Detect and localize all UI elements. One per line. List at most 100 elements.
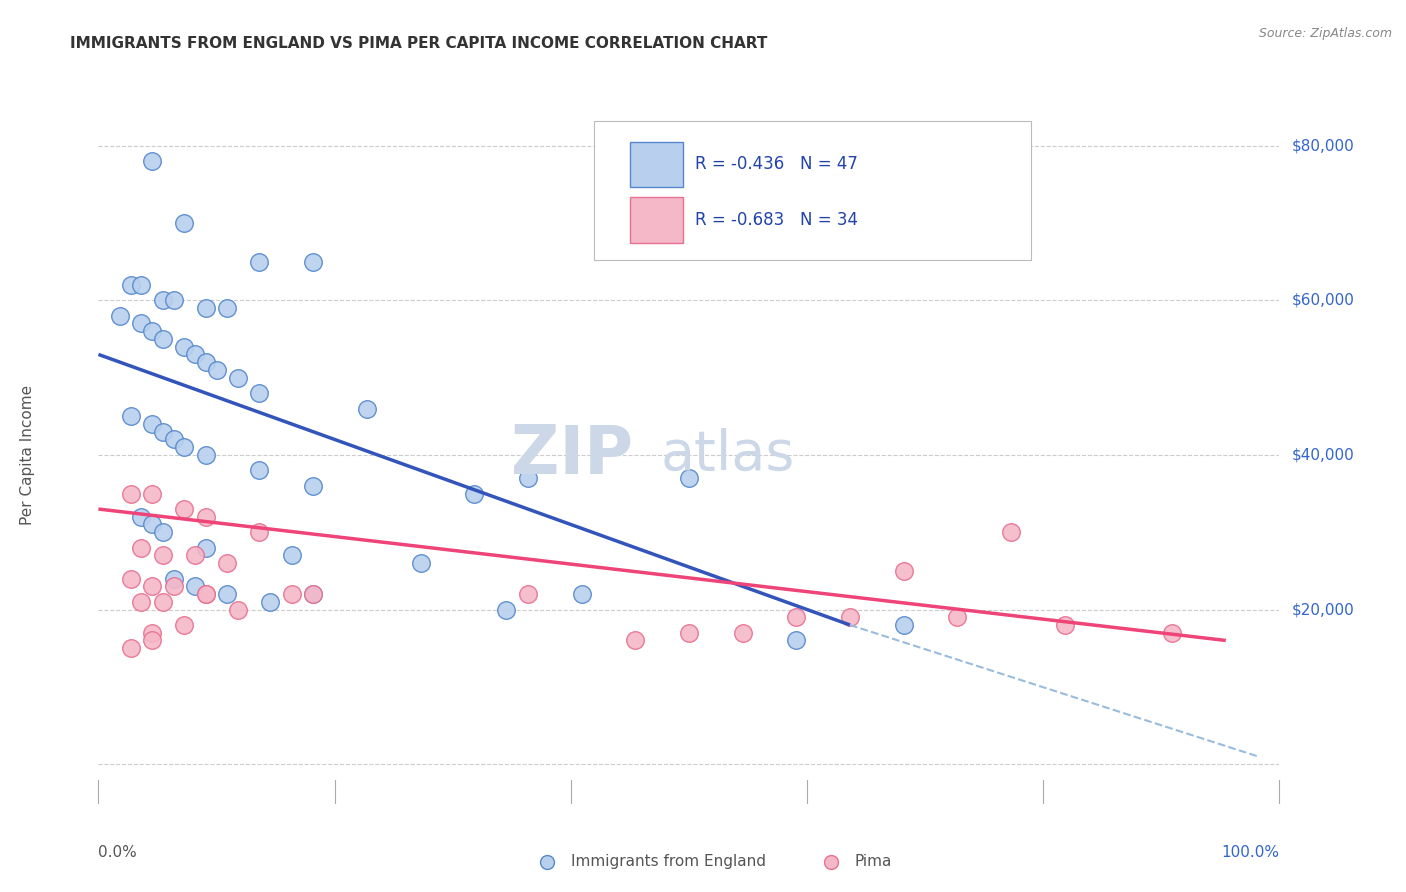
Text: 100.0%: 100.0% [1222, 845, 1279, 860]
Point [153, 757, 176, 772]
Point [356, 401, 378, 416]
Point [108, 309, 131, 323]
Point [217, 556, 239, 570]
Point [141, 486, 163, 500]
Point [194, 541, 217, 555]
Point [162, 293, 184, 308]
Point [409, 556, 432, 570]
Point [731, 625, 754, 640]
Point [678, 471, 700, 485]
Point [141, 625, 163, 640]
Point [194, 301, 217, 315]
Point [131, 541, 153, 555]
Point [120, 572, 142, 586]
FancyBboxPatch shape [595, 121, 1032, 260]
Point [162, 572, 184, 586]
Point [302, 587, 325, 601]
Text: Immigrants from England: Immigrants from England [571, 855, 766, 870]
Point [152, 525, 174, 540]
Point [120, 409, 142, 424]
Point [226, 602, 249, 616]
Text: R = -0.683   N = 34: R = -0.683 N = 34 [695, 211, 858, 228]
Text: ZIP: ZIP [510, 422, 633, 488]
Text: atlas: atlas [661, 428, 796, 482]
Point [249, 386, 271, 401]
Point [1161, 625, 1184, 640]
Point [280, 549, 302, 563]
Text: $60,000: $60,000 [1291, 293, 1354, 308]
Point [463, 486, 485, 500]
Point [173, 216, 195, 230]
Point [217, 587, 239, 601]
Point [152, 293, 174, 308]
Point [152, 549, 174, 563]
Text: $80,000: $80,000 [1291, 138, 1354, 153]
Point [249, 254, 271, 268]
Point [162, 433, 184, 447]
Point [893, 564, 915, 578]
Point [839, 610, 862, 624]
Point [516, 587, 538, 601]
Point [184, 579, 207, 593]
Point [194, 509, 217, 524]
Point [173, 618, 195, 632]
Point [173, 340, 195, 354]
Point [785, 610, 807, 624]
Point [141, 579, 163, 593]
Point [131, 317, 153, 331]
Point [194, 448, 217, 462]
Text: $20,000: $20,000 [1291, 602, 1354, 617]
Point [194, 587, 217, 601]
Point [152, 595, 174, 609]
Text: Source: ZipAtlas.com: Source: ZipAtlas.com [1258, 27, 1392, 40]
Point [184, 347, 207, 361]
Point [1053, 618, 1076, 632]
Text: R = -0.436   N = 47: R = -0.436 N = 47 [695, 155, 858, 173]
Point [495, 602, 517, 616]
Point [141, 324, 163, 338]
Point [302, 587, 325, 601]
Point [120, 486, 142, 500]
Point [571, 587, 593, 601]
Point [302, 479, 325, 493]
Point [152, 332, 174, 346]
Text: IMMIGRANTS FROM ENGLAND VS PIMA PER CAPITA INCOME CORRELATION CHART: IMMIGRANTS FROM ENGLAND VS PIMA PER CAPI… [70, 36, 768, 51]
Point [173, 502, 195, 516]
Point [131, 277, 153, 292]
Point [120, 641, 142, 656]
Point [141, 517, 163, 532]
Point [162, 579, 184, 593]
Text: $40,000: $40,000 [1291, 448, 1354, 462]
FancyBboxPatch shape [630, 197, 683, 243]
Point [131, 595, 153, 609]
Point [946, 610, 969, 624]
Point [194, 587, 217, 601]
Point [785, 633, 807, 648]
Text: Per Capita Income: Per Capita Income [20, 384, 35, 525]
Point [120, 277, 142, 292]
Point [205, 363, 228, 377]
Point [893, 618, 915, 632]
Point [226, 370, 249, 384]
Point [249, 525, 271, 540]
Point [131, 509, 153, 524]
Point [173, 440, 195, 454]
Point [128, 757, 150, 772]
Point [141, 154, 163, 169]
Point [516, 471, 538, 485]
Text: 0.0%: 0.0% [98, 845, 138, 860]
Point [249, 463, 271, 477]
Point [141, 417, 163, 431]
Point [184, 549, 207, 563]
Point [194, 355, 217, 369]
Point [1000, 525, 1022, 540]
Point [302, 254, 325, 268]
Point [152, 425, 174, 439]
Point [217, 301, 239, 315]
Point [624, 633, 647, 648]
Point [259, 595, 281, 609]
Point [280, 587, 302, 601]
FancyBboxPatch shape [630, 142, 683, 187]
Point [141, 633, 163, 648]
Point [678, 625, 700, 640]
